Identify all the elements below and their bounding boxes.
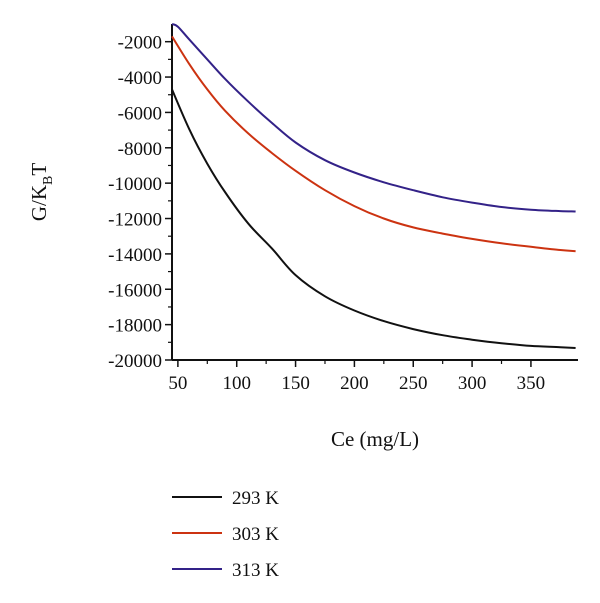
y-tick-label: -20000: [108, 351, 162, 372]
axes: [171, 24, 578, 361]
x-axis-title: Ce (mg/L): [331, 427, 419, 451]
x-tick-label: 150: [281, 373, 310, 394]
legend-label: 303 K: [232, 524, 279, 545]
legend-label: 293 K: [232, 488, 279, 509]
y-tick-label: -16000: [108, 280, 162, 301]
y-tick-label: -18000: [108, 316, 162, 337]
x-tick-label: 250: [399, 373, 428, 394]
legend: 293 K 303 K 313 K: [172, 488, 279, 581]
series-line-293-K: [171, 89, 576, 349]
y-axis-title: G/KBT: [27, 163, 56, 222]
x-tick-label: 50: [168, 373, 187, 394]
x-tick-label: 200: [340, 373, 369, 394]
x-tick-label: 350: [517, 373, 546, 394]
x-tick-label: 300: [458, 373, 487, 394]
y-axis-title-main: G/K: [27, 185, 51, 221]
series-line-313-K: [171, 23, 576, 213]
series-lines: [171, 23, 576, 349]
ticks: 50 100 150 200 250 300 350 -20000 -18000 -16000 -1…: [108, 33, 545, 394]
y-tick-label: -14000: [108, 245, 162, 266]
legend-label: 313 K: [232, 560, 279, 581]
y-tick-label: -12000: [108, 210, 162, 231]
x-tick-label: 100: [222, 373, 251, 394]
y-tick-label: -2000: [118, 33, 162, 54]
y-tick-label: -10000: [108, 174, 162, 195]
y-axis-title-subscript: B: [41, 176, 56, 185]
y-tick-label: -4000: [118, 68, 162, 89]
y-tick-label: -6000: [118, 103, 162, 124]
y-tick-label: -8000: [118, 139, 162, 160]
series-line-303-K: [171, 35, 576, 253]
y-axis-title-tail: T: [27, 163, 51, 176]
